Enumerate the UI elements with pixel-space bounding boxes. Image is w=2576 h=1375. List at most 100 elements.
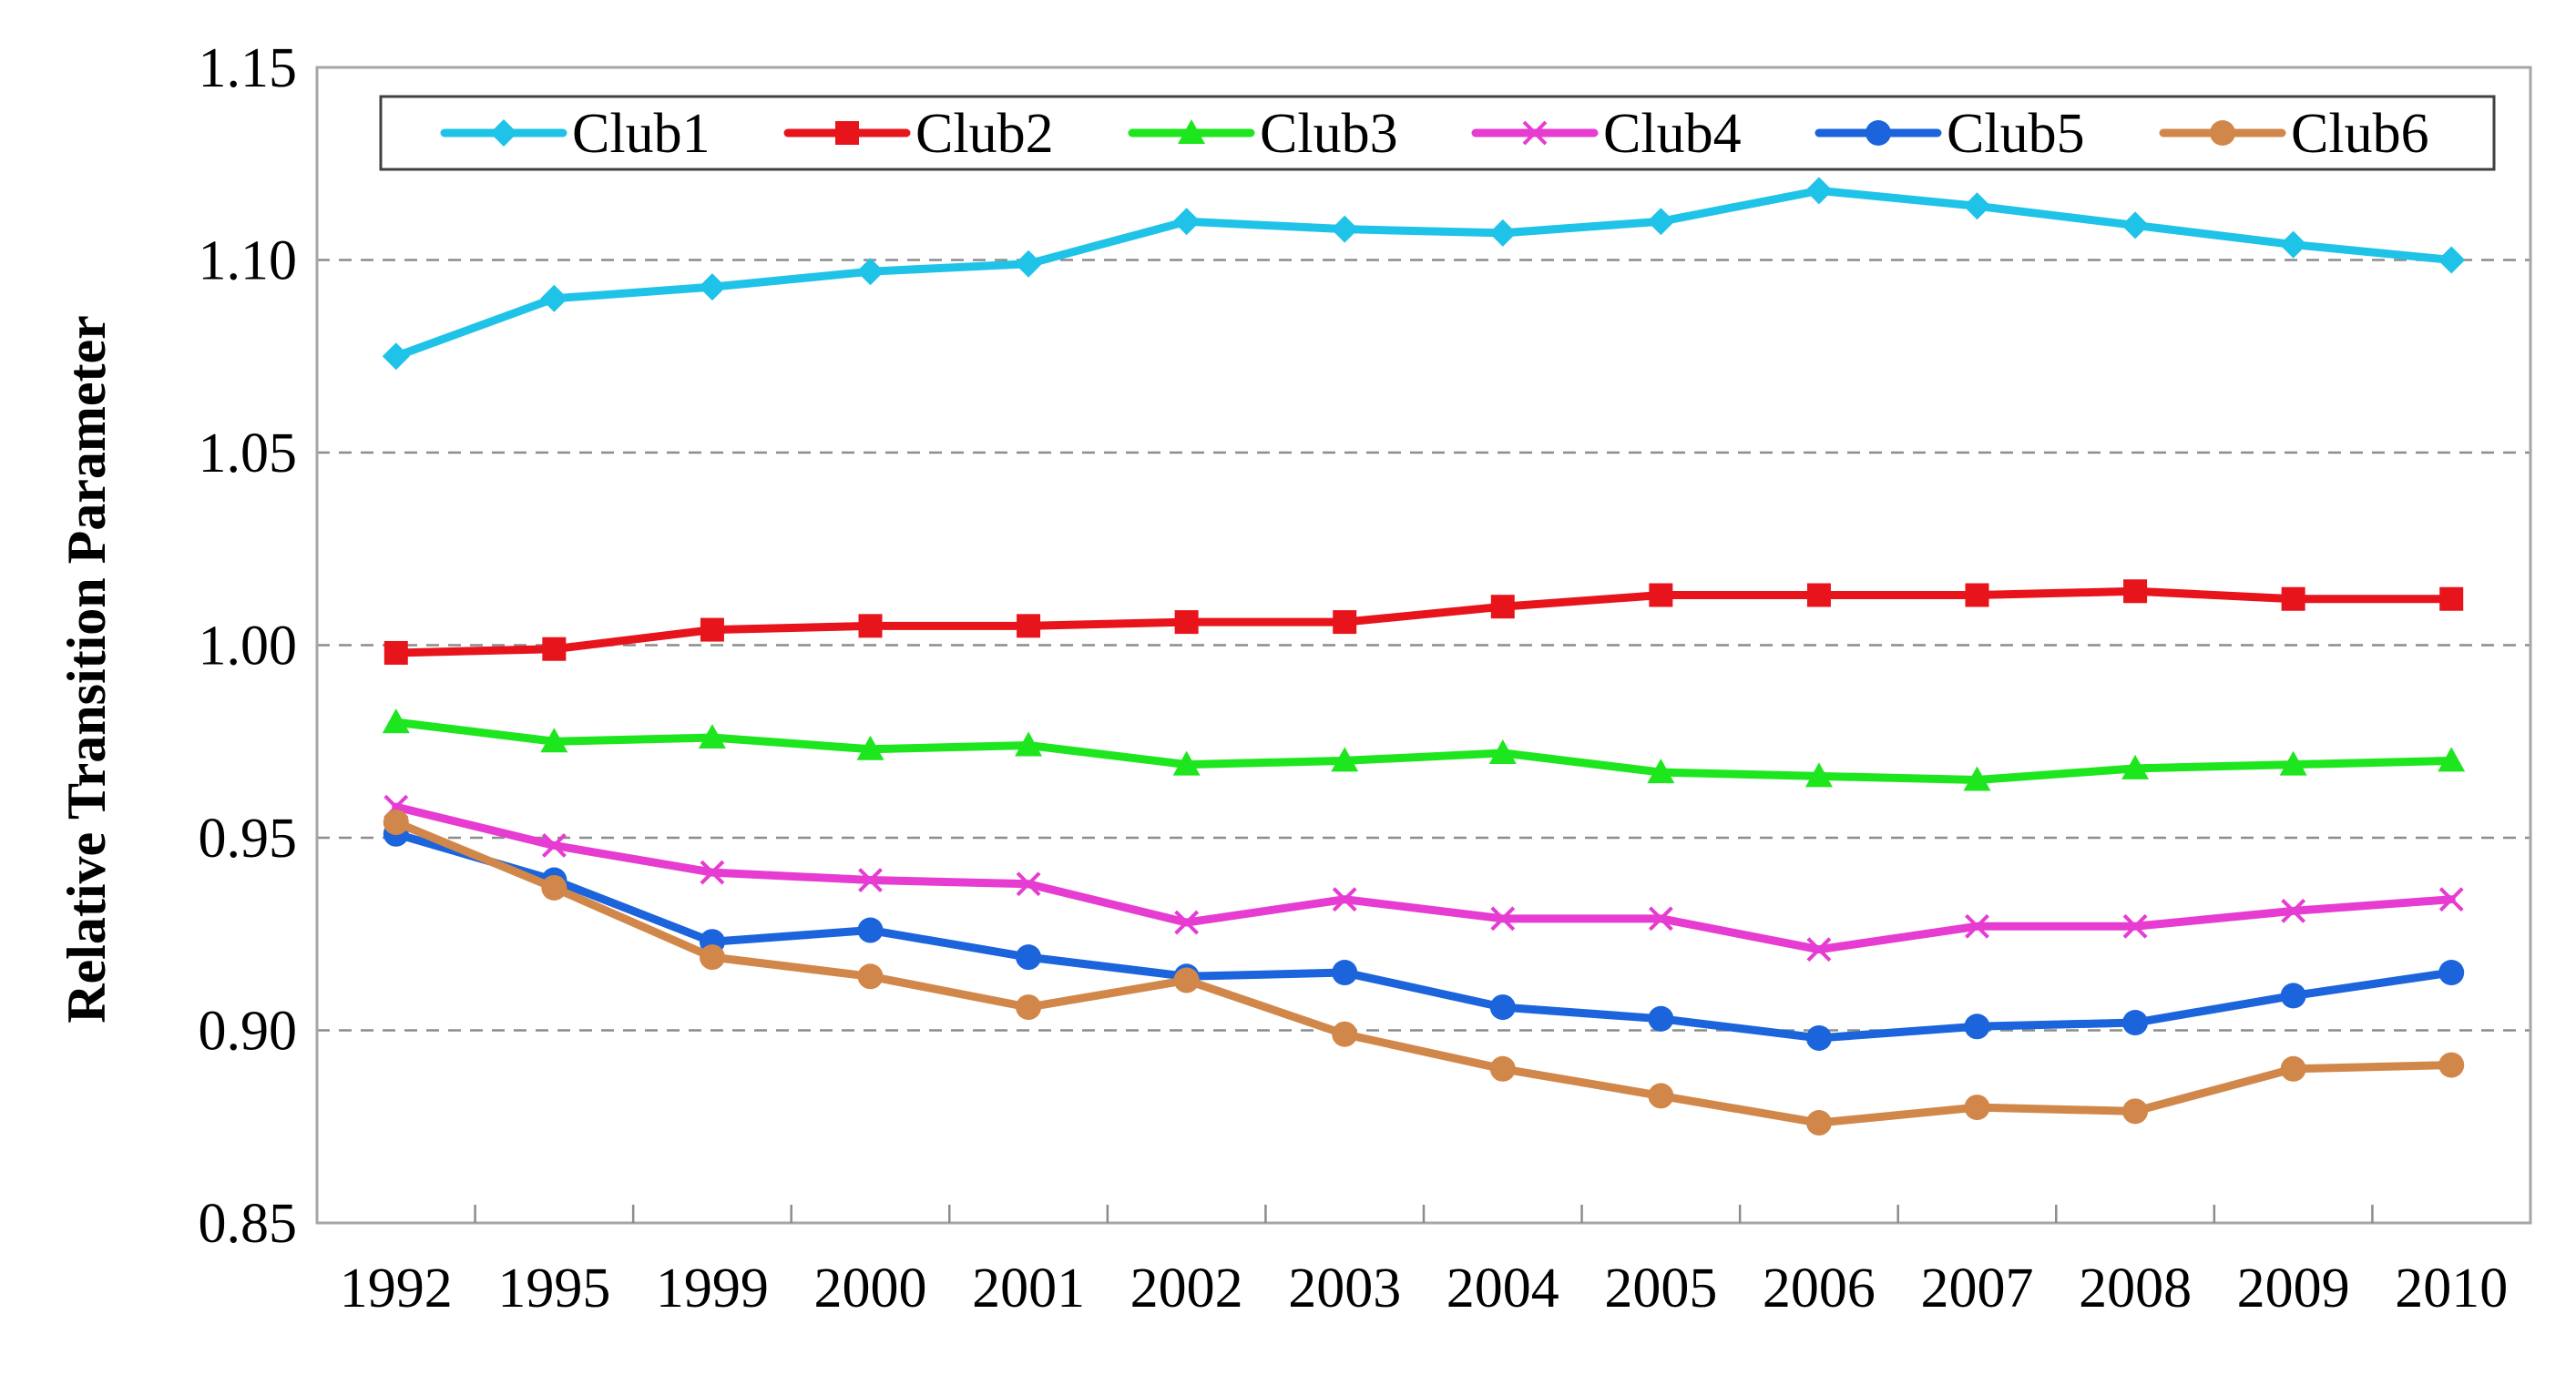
data-point-club5 [857, 917, 884, 943]
data-point-club5 [2280, 983, 2306, 1009]
data-point-club2 [1174, 610, 1199, 635]
marker-stroke [1965, 913, 1989, 939]
marker-stroke [700, 860, 725, 885]
data-point-club6 [1332, 1021, 1358, 1047]
data-point-club4 [2281, 898, 2306, 923]
data-point-club3 [382, 708, 410, 734]
data-point-club6 [2438, 1052, 2465, 1078]
data-point-club1 [2438, 246, 2466, 274]
x-tick-label: 2007 [1921, 1258, 2034, 1319]
data-point-club6 [699, 944, 725, 971]
data-point-club2 [2123, 579, 2148, 604]
legend-label-club6: Club6 [2291, 103, 2429, 165]
x-tick-label: 2002 [1130, 1258, 1243, 1319]
series-club4 [383, 794, 2464, 962]
data-point-club3 [1647, 759, 1675, 784]
legend-marker-club2 [835, 121, 859, 145]
series-club2 [383, 579, 2464, 665]
x-tick-label: 1995 [497, 1258, 610, 1319]
data-point-club5 [1016, 944, 1042, 971]
y-tick-label: 0.85 [199, 1193, 298, 1255]
data-point-club1 [1172, 208, 1201, 236]
data-point-club3 [1331, 747, 1359, 772]
y-tick-label: 1.05 [199, 423, 298, 484]
data-point-club2 [1490, 595, 1515, 619]
data-point-club3 [2438, 747, 2466, 772]
legend-label-club1: Club1 [572, 103, 710, 165]
legend-marker-club1 [490, 119, 517, 147]
legend-label-club3: Club3 [1260, 103, 1398, 165]
data-point-club1 [1015, 250, 1043, 278]
y-axis-title: Relative Transition Parameter [56, 315, 117, 1024]
marker-stroke [2438, 887, 2464, 912]
data-point-club1 [540, 284, 568, 312]
series-line-club4 [392, 802, 2456, 954]
marker-stroke [1648, 906, 1673, 932]
data-point-club1 [1488, 219, 1517, 247]
data-point-club1 [856, 258, 884, 286]
data-point-club2 [2439, 586, 2464, 611]
marker-stroke [2122, 913, 2148, 939]
data-point-club5 [1489, 994, 1516, 1021]
data-point-club1 [2121, 211, 2150, 239]
data-point-club3 [1488, 738, 1517, 764]
data-point-club2 [542, 637, 567, 661]
marker-stroke [1490, 906, 1516, 932]
x-tick-label: 1999 [656, 1258, 769, 1319]
data-point-club6 [857, 963, 884, 990]
series-line-club2 [392, 586, 2456, 657]
marker-stroke [1332, 887, 1357, 912]
data-point-club4 [1648, 906, 1673, 932]
marker-stroke [1016, 871, 1041, 897]
data-point-club2 [383, 640, 408, 665]
x-tick-label: 2001 [972, 1258, 1085, 1319]
legend-marker-club3 [1178, 119, 1205, 144]
data-point-club2 [858, 614, 883, 638]
data-point-club4 [2122, 913, 2148, 939]
marker-stroke [1522, 120, 1548, 146]
data-point-club5 [1964, 1013, 1990, 1040]
legend-item-club3: Club3 [1128, 103, 1398, 165]
legend-label-club5: Club5 [1947, 103, 2085, 165]
series-line-club6 [392, 818, 2456, 1127]
data-point-club4 [700, 860, 725, 885]
series-club6 [383, 810, 2465, 1136]
y-tick-label: 0.95 [199, 808, 298, 870]
y-axis-ticks: 0.85 0.90 0.95 1.00 1.05 1.10 1.15 [199, 37, 298, 1255]
data-point-club6 [1964, 1095, 1990, 1121]
data-point-club4 [1965, 913, 1989, 939]
data-point-club3 [1172, 750, 1201, 776]
series-line-club3 [392, 718, 2456, 785]
data-point-club2 [1806, 583, 1831, 607]
x-tick-label: 2008 [2079, 1258, 2192, 1319]
marker-stroke [858, 868, 883, 892]
data-point-club3 [2121, 754, 2150, 779]
legend: Club1 Club2 Club3 Club4 Club5 Club6 [379, 95, 2496, 171]
data-point-club2 [1649, 583, 1673, 607]
data-point-club5 [1805, 1024, 1832, 1051]
data-point-club4 [541, 833, 567, 858]
series-line-club1 [392, 186, 2456, 361]
marker-stroke [541, 833, 567, 858]
gridlines [317, 259, 2530, 1032]
data-point-club5 [2122, 1010, 2149, 1036]
y-tick-label: 1.10 [199, 230, 298, 292]
data-point-club2 [2281, 586, 2305, 611]
series-line-club5 [392, 830, 2456, 1043]
data-point-club6 [2280, 1055, 2306, 1082]
data-point-club6 [383, 810, 409, 836]
data-point-club6 [1648, 1083, 1674, 1109]
data-point-club6 [2122, 1098, 2149, 1125]
data-point-club4 [1174, 910, 1200, 935]
marker-stroke [1806, 937, 1832, 962]
data-point-club4 [1016, 871, 1041, 897]
x-tick-label: 1992 [340, 1258, 453, 1319]
legend-marker-club6 [2210, 120, 2235, 146]
data-point-club3 [2279, 750, 2307, 776]
data-point-club6 [1173, 967, 1200, 993]
data-point-club4 [1490, 906, 1516, 932]
data-point-club3 [540, 728, 568, 753]
series-club3 [382, 708, 2466, 791]
data-point-club5 [1648, 1005, 1674, 1032]
data-point-club2 [700, 617, 724, 642]
